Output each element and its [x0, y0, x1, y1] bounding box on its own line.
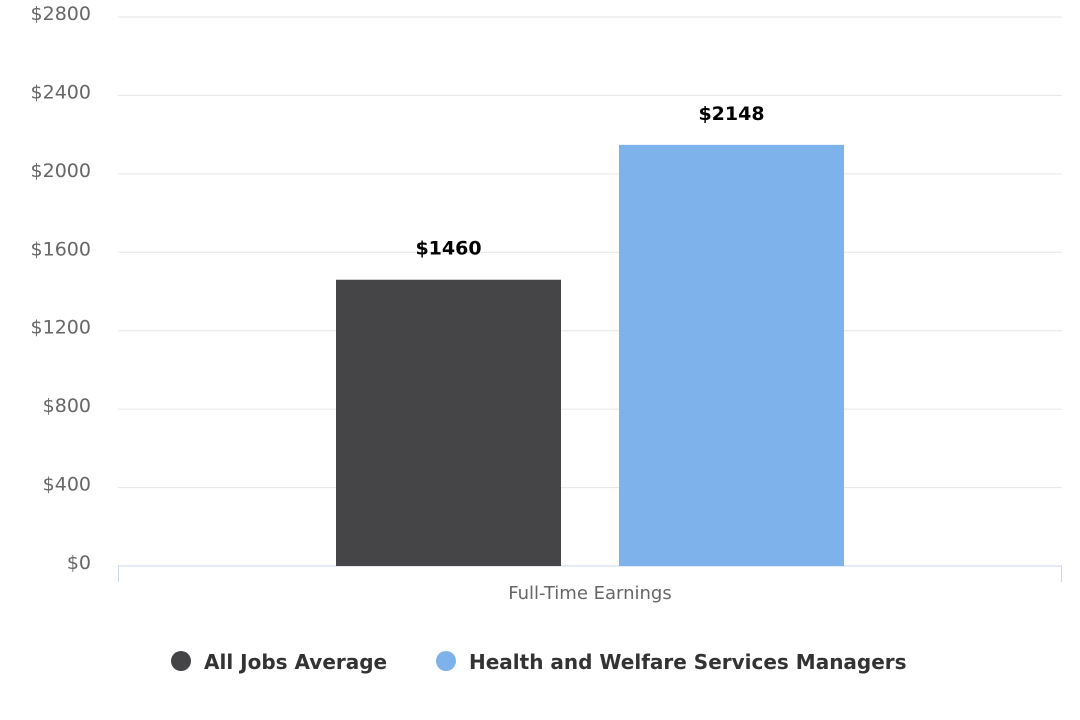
bars: $1460 $2148 — [336, 103, 844, 567]
legend-item-health-welfare-managers[interactable]: Health and Welfare Services Managers — [436, 650, 907, 674]
y-tick-label: $2000 — [31, 160, 91, 182]
y-tick-label: $1200 — [31, 317, 91, 339]
y-axis: $0 $400 $800 $1200 $1600 $2000 $2400 $2800 — [31, 3, 91, 574]
y-tick-label: $800 — [43, 395, 91, 417]
x-axis: Full-Time Earnings — [118, 565, 1062, 604]
y-tick-label: $2800 — [31, 3, 91, 25]
y-tick-label: $0 — [67, 552, 91, 574]
y-tick-label: $2400 — [31, 81, 91, 103]
y-tick-label: $1600 — [31, 238, 91, 260]
data-label: $2148 — [698, 103, 764, 125]
legend-label-health-welfare-managers: Health and Welfare Services Managers — [469, 650, 907, 674]
legend-marker-health-welfare-managers — [436, 651, 456, 671]
data-label: $1460 — [415, 238, 481, 260]
gridlines — [118, 16, 1062, 489]
legend: All Jobs Average Health and Welfare Serv… — [171, 650, 907, 674]
x-category-label: Full-Time Earnings — [508, 583, 672, 604]
y-tick-label: $400 — [43, 474, 91, 496]
legend-label-all-jobs-average: All Jobs Average — [204, 650, 387, 674]
legend-marker-all-jobs-average — [171, 651, 191, 671]
bar-all-jobs-average[interactable] — [336, 279, 561, 566]
legend-item-all-jobs-average[interactable]: All Jobs Average — [171, 650, 387, 674]
bar-health-and-welfare-services-managers[interactable] — [619, 144, 844, 567]
